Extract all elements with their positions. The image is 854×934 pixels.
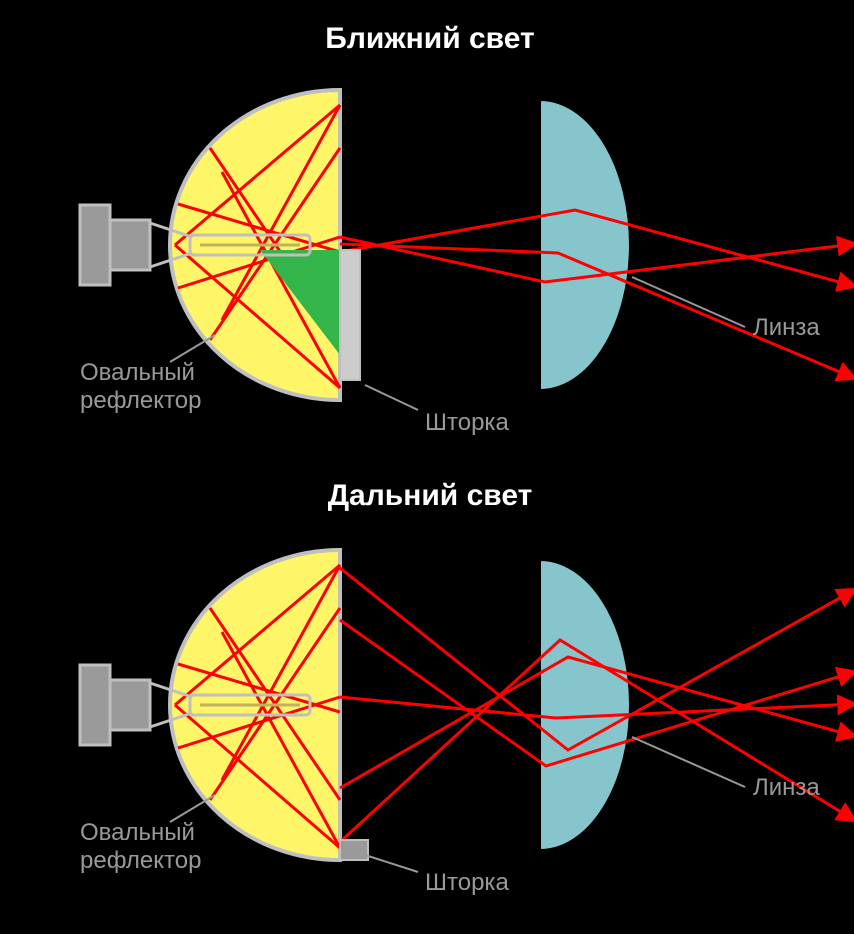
- bulb-socket-flange: [80, 665, 110, 745]
- shutter-plate: [340, 840, 368, 860]
- low-beam-title: Ближний свет: [325, 22, 534, 55]
- lens-label: Линза: [753, 774, 820, 801]
- shutter-plate: [340, 250, 360, 380]
- lens-label: Линза: [753, 314, 820, 341]
- high-beam-title: Дальний свет: [328, 479, 533, 512]
- reflector-label: Овальныйрефлектор: [80, 359, 201, 414]
- shutter-label: Шторка: [425, 409, 509, 436]
- headlight-diagram: Ближний свет Овальныйрефлектор Шторка Линза…: [0, 0, 854, 934]
- bulb-socket-body: [110, 220, 150, 270]
- bulb-socket-body: [110, 680, 150, 730]
- bulb-socket-flange: [80, 205, 110, 285]
- background: [0, 0, 854, 934]
- shutter-label: Шторка: [425, 869, 509, 896]
- reflector-label: Овальныйрефлектор: [80, 819, 201, 874]
